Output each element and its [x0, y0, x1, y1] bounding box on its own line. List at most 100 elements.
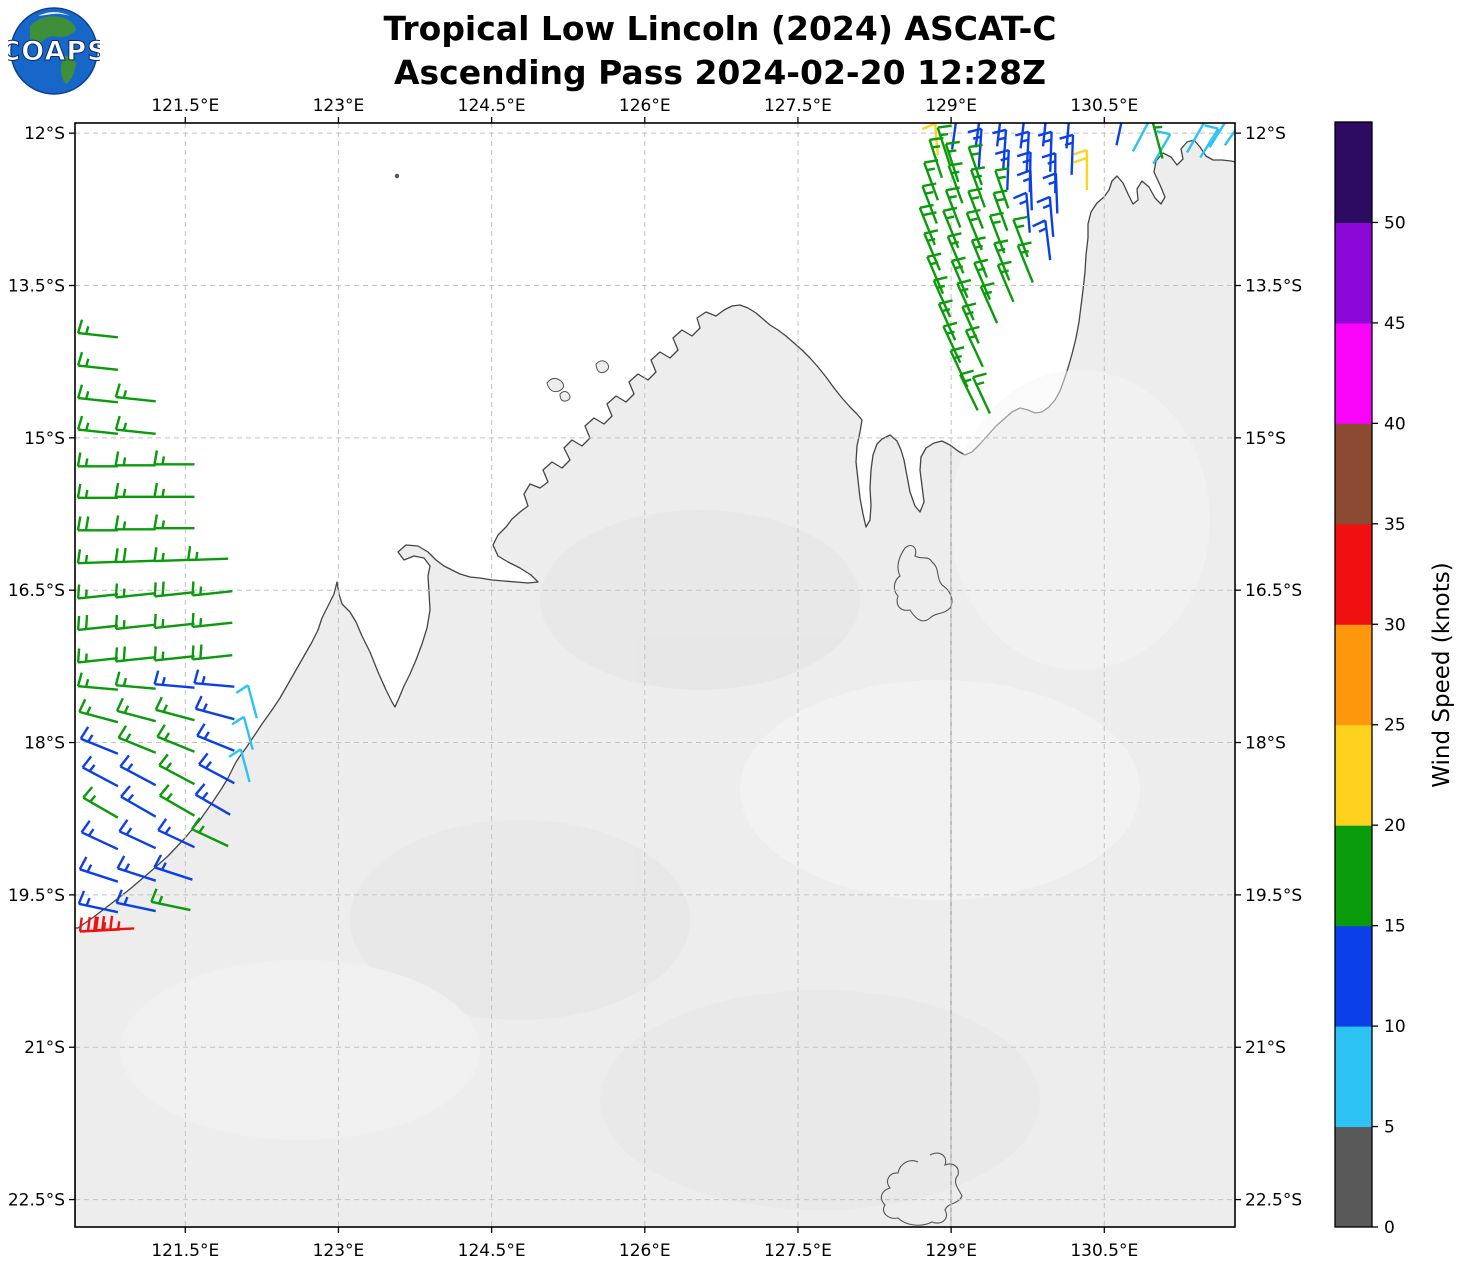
- gridlines: [75, 123, 1235, 1227]
- wind-barb: [114, 671, 156, 690]
- wind-barb: [196, 723, 235, 752]
- wind-barb: [967, 143, 983, 186]
- wind-barb: [76, 452, 118, 468]
- wind-barb: [153, 646, 195, 662]
- wind-barb: [995, 123, 1002, 147]
- wind-barb: [936, 124, 952, 167]
- wind-barb: [923, 229, 942, 271]
- wind-barb: [79, 726, 119, 755]
- wind-barb: [988, 211, 1006, 254]
- wind-barb: [153, 613, 195, 630]
- wind-barb: [193, 669, 235, 688]
- wind-barb: [118, 819, 157, 850]
- colorbar-tick-label: 45: [1384, 314, 1406, 334]
- x-tick-label-top: 127.5°E: [764, 96, 832, 116]
- wind-barb: [1059, 133, 1075, 175]
- x-tick-label-top: 126°E: [619, 96, 671, 116]
- wind-barb: [77, 890, 119, 914]
- colorbar-frame: [1334, 121, 1373, 1228]
- wind-barb: [80, 820, 119, 851]
- y-tick-label-right: 22.5°S: [1245, 1191, 1302, 1211]
- wind-barb: [114, 415, 156, 435]
- wind-barb: [964, 325, 984, 368]
- wind-barb: [965, 208, 983, 251]
- wind-barb: [1185, 123, 1206, 154]
- x-tick-label-top: 123°E: [313, 96, 365, 116]
- wind-barb: [996, 260, 1015, 303]
- y-tick-label-left: 13.5°S: [8, 277, 65, 297]
- colorbar-bin: [1335, 1126, 1372, 1228]
- wind-barb: [1016, 241, 1034, 283]
- x-tick-label-bottom: 123°E: [313, 1241, 365, 1261]
- x-tick-label-top: 130.5°E: [1070, 96, 1138, 116]
- wind-barb: [115, 697, 157, 723]
- wind-barb: [153, 581, 195, 598]
- wind-barb: [231, 715, 254, 750]
- colorbar-bin: [1335, 724, 1372, 826]
- x-tick-label-bottom: 130.5°E: [1070, 1241, 1138, 1261]
- wind-barb: [76, 415, 119, 435]
- x-tick-label-bottom: 121.5°E: [151, 1241, 219, 1261]
- wind-barb: [114, 451, 156, 467]
- wind-barb: [1042, 172, 1059, 214]
- colorbar-bin: [1335, 825, 1372, 927]
- wind-barb: [1012, 191, 1031, 233]
- wind-barb: [153, 514, 195, 530]
- wind-barb: [157, 818, 196, 849]
- wind-barb: [78, 856, 119, 883]
- wind-barb: [117, 725, 157, 754]
- wind-barb: [1036, 195, 1055, 237]
- wind-barb: [198, 752, 235, 785]
- wind-barbs-layer: [76, 123, 1235, 933]
- lake-mackay-outline: [880, 1152, 963, 1226]
- wind-barb: [1016, 169, 1033, 211]
- wind-barb: [1041, 123, 1047, 147]
- wind-barb: [158, 753, 196, 786]
- wind-barb: [78, 698, 119, 724]
- y-tick-label-right: 18°S: [1245, 734, 1286, 754]
- colorbar-tick-label: 15: [1384, 917, 1406, 937]
- axis-tick-labels: 121.5°E 121.5°E 123°E 123°E 124.5°E 124.5°E 12…: [8, 96, 1302, 1261]
- wind-barb: [1065, 123, 1070, 149]
- y-tick-label-right: 16.5°S: [1245, 581, 1302, 601]
- y-tick-label-right: 15°S: [1245, 429, 1286, 449]
- colorbar-tick-label: 40: [1384, 414, 1406, 434]
- wind-barb: [158, 784, 196, 817]
- colorbar: 0 5 10 15 20 25 30 35 40 45 50: [1334, 121, 1406, 1238]
- wind-barb: [156, 724, 195, 753]
- wind-barb: [114, 614, 156, 631]
- wind-barb: [114, 583, 156, 599]
- y-tick-label-left: 18°S: [24, 734, 65, 754]
- wind-barb: [76, 351, 119, 371]
- wind-barb: [1115, 123, 1123, 146]
- y-tick-label-left: 15°S: [24, 429, 65, 449]
- wind-barb: [114, 515, 156, 531]
- y-tick-label-left: 16.5°S: [8, 581, 65, 601]
- wind-barb: [154, 696, 195, 722]
- colorbar-bin: [1335, 925, 1372, 1027]
- wind-barb: [114, 482, 156, 498]
- y-tick-label-right: 13.5°S: [1245, 277, 1302, 297]
- wind-barb: [194, 783, 231, 816]
- x-tick-label-bottom: 124.5°E: [458, 1241, 526, 1261]
- wind-barb: [923, 159, 940, 201]
- wind-barb: [190, 817, 229, 848]
- x-tick-label-top: 121.5°E: [151, 96, 219, 116]
- y-tick-label-left: 12°S: [24, 124, 65, 144]
- y-tick-label-left: 21°S: [24, 1038, 65, 1058]
- wind-barb: [114, 646, 156, 663]
- x-tick-label-bottom: 129°E: [925, 1241, 977, 1261]
- y-tick-label-right: 19.5°S: [1245, 886, 1302, 906]
- wind-barb: [76, 483, 118, 499]
- wind-barb: [970, 236, 989, 278]
- colorbar-tick-label: 20: [1384, 816, 1406, 836]
- wind-barb: [153, 450, 195, 466]
- wind-barb: [974, 123, 981, 148]
- chart-subtitle: Ascending Pass 2024-02-20 12:28Z: [393, 53, 1047, 92]
- wind-barb: [191, 581, 233, 597]
- wind-barb: [944, 140, 960, 183]
- wind-barb: [82, 786, 119, 819]
- wind-barb: [116, 855, 157, 882]
- land-layer: [75, 139, 1235, 1227]
